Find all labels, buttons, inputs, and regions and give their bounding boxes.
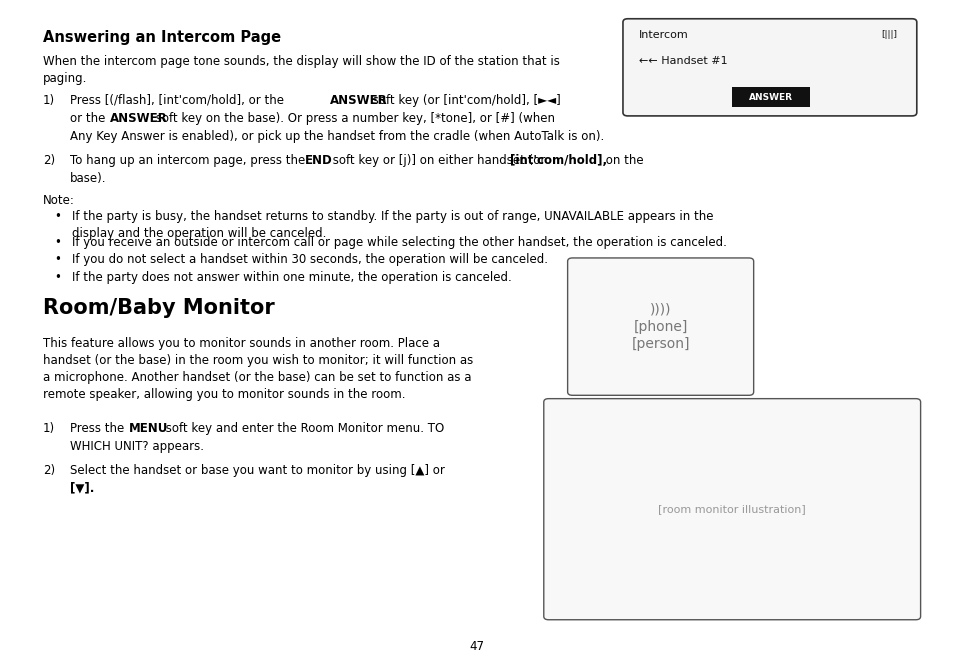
Text: WHICH UNIT? appears.: WHICH UNIT? appears. [70,440,203,453]
Text: 2): 2) [43,154,55,167]
Text: 47: 47 [469,641,484,653]
Text: Intercom: Intercom [639,30,688,40]
Text: •: • [54,253,61,266]
FancyBboxPatch shape [622,19,916,116]
Text: If you do not select a handset within 30 seconds, the operation will be canceled: If you do not select a handset within 30… [71,253,547,266]
Text: If the party is busy, the handset returns to standby. If the party is out of ran: If the party is busy, the handset return… [71,210,712,240]
Text: ANSWER: ANSWER [330,94,388,107]
FancyBboxPatch shape [543,399,920,620]
Text: This feature allows you to monitor sounds in another room. Place a
handset (or t: This feature allows you to monitor sound… [43,337,473,401]
Bar [731,87,809,107]
Text: To hang up an intercom page, press the: To hang up an intercom page, press the [70,154,309,167]
Text: MENU: MENU [129,422,168,435]
Text: ANSWER: ANSWER [748,92,792,102]
Text: ANSWER: ANSWER [110,112,168,125]
Text: Any Key Answer is enabled), or pick up the handset from the cradle (when AutoTal: Any Key Answer is enabled), or pick up t… [70,130,603,143]
Text: [▼].: [▼]. [70,482,94,494]
Text: Note:: Note: [43,194,74,207]
Text: soft key (or [int'com/hold], [►◄]: soft key (or [int'com/hold], [►◄] [369,94,560,107]
Text: ←← Handset #1: ←← Handset #1 [639,56,727,66]
Text: [room monitor illustration]: [room monitor illustration] [658,505,805,514]
Text: Press [(/flash], [int'com/hold], or the: Press [(/flash], [int'com/hold], or the [70,94,287,107]
Text: If the party does not answer within one minute, the operation is canceled.: If the party does not answer within one … [71,271,511,283]
Text: Room/Baby Monitor: Room/Baby Monitor [43,298,274,318]
Text: base).: base). [70,172,106,184]
Text: ))))
[phone]
[person]: )))) [phone] [person] [631,302,689,351]
Text: When the intercom page tone sounds, the display will show the ID of the station : When the intercom page tone sounds, the … [43,55,559,85]
Text: •: • [54,210,61,222]
Text: or the: or the [70,112,109,125]
Text: on the: on the [601,154,643,167]
Text: soft key or [j)] on either handset (or: soft key or [j)] on either handset (or [329,154,549,167]
Text: [|||]: [|||] [881,30,897,39]
Text: Answering an Intercom Page: Answering an Intercom Page [43,30,281,45]
Text: Press the: Press the [70,422,128,435]
Text: •: • [54,236,61,249]
Text: END: END [305,154,333,167]
Text: soft key on the base). Or press a number key, [*tone], or [#] (when: soft key on the base). Or press a number… [152,112,554,125]
Text: 1): 1) [43,422,55,435]
Text: [int'com/hold],: [int'com/hold], [510,154,607,167]
Text: 2): 2) [43,464,55,476]
FancyBboxPatch shape [567,258,753,395]
Text: Select the handset or base you want to monitor by using [▲] or: Select the handset or base you want to m… [70,464,444,476]
Text: 1): 1) [43,94,55,107]
Text: soft key and enter the Room Monitor menu. TO: soft key and enter the Room Monitor menu… [162,422,444,435]
Text: If you receive an outside or intercom call or page while selecting the other han: If you receive an outside or intercom ca… [71,236,725,249]
Text: •: • [54,271,61,283]
